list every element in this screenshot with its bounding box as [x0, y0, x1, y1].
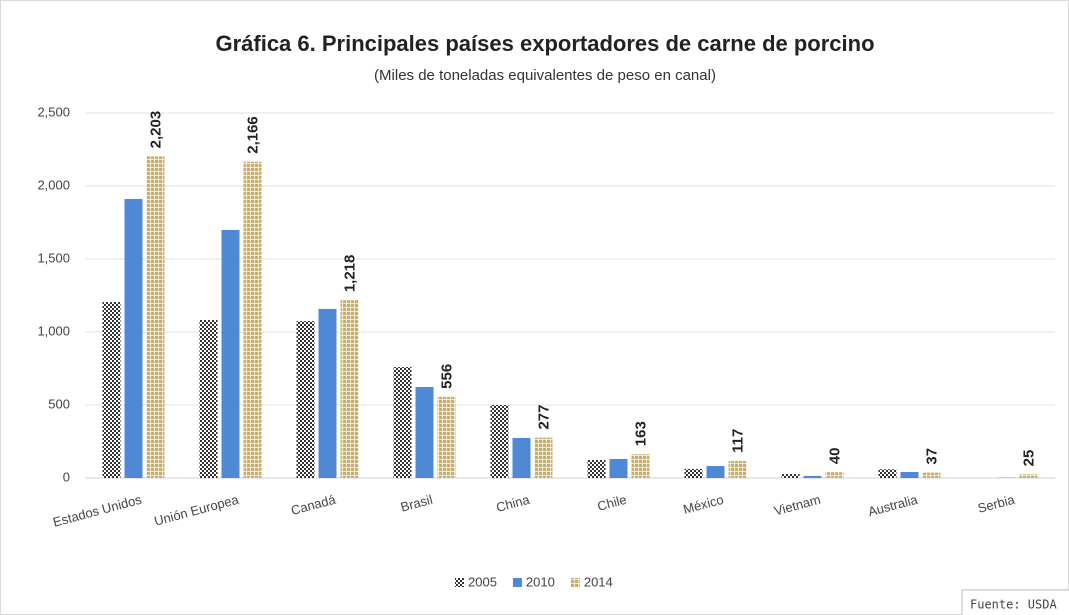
bar	[803, 475, 822, 478]
bar	[1019, 474, 1038, 478]
bar	[609, 459, 628, 478]
bar	[587, 460, 606, 478]
bar	[728, 460, 747, 478]
bar	[512, 437, 531, 478]
bar	[221, 229, 240, 478]
bar	[706, 466, 725, 478]
value-label: 163	[632, 421, 649, 446]
legend-label: 2010	[526, 574, 555, 589]
value-label: 40	[826, 447, 843, 464]
value-label: 2,166	[244, 116, 261, 154]
bar	[534, 437, 553, 478]
y-tick-label: 2,500	[37, 104, 70, 119]
legend-swatch	[455, 578, 464, 587]
bar	[415, 387, 434, 478]
value-label: 117	[729, 429, 746, 453]
bar	[318, 308, 337, 478]
bar	[900, 472, 919, 478]
legend-label: 2014	[584, 574, 613, 589]
bar	[124, 198, 143, 478]
legend-label: 2005	[468, 574, 497, 589]
legend-swatch	[570, 578, 580, 587]
chart-title: Gráfica 6. Principales países exportador…	[215, 31, 874, 56]
value-label: 2,203	[147, 111, 164, 149]
bar	[393, 367, 412, 478]
y-tick-label: 0	[63, 469, 70, 484]
y-tick-label: 1,500	[37, 250, 70, 265]
source-box	[961, 589, 1069, 615]
bar	[781, 474, 800, 478]
y-tick-label: 500	[48, 396, 70, 411]
bar	[684, 468, 703, 478]
y-tick-label: 1,000	[37, 323, 70, 338]
bar	[146, 156, 165, 478]
bar	[243, 161, 262, 478]
bar	[102, 302, 121, 478]
bar	[296, 321, 315, 478]
bar	[825, 472, 844, 478]
x-tick-label: Chile	[596, 492, 628, 514]
bar	[922, 472, 941, 478]
value-label: 556	[438, 364, 455, 389]
source: Fuente: USDA	[970, 598, 1057, 612]
chart-subtitle: (Miles de toneladas equivalentes de peso…	[374, 67, 716, 84]
value-label: 25	[1020, 450, 1037, 467]
bar	[340, 300, 359, 478]
bar	[199, 320, 218, 478]
bar	[490, 405, 509, 478]
bar	[878, 469, 897, 478]
value-label: 37	[923, 448, 940, 465]
y-tick-label: 2,000	[37, 177, 70, 192]
bar	[437, 396, 456, 478]
value-label: 1,218	[341, 255, 358, 293]
bar	[631, 454, 650, 478]
value-label: 277	[535, 405, 552, 430]
legend-swatch	[512, 578, 522, 587]
